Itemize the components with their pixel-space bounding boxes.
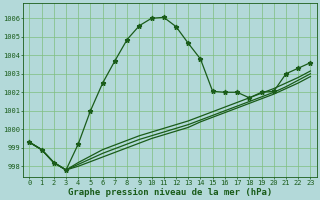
X-axis label: Graphe pression niveau de la mer (hPa): Graphe pression niveau de la mer (hPa) [68,188,272,197]
